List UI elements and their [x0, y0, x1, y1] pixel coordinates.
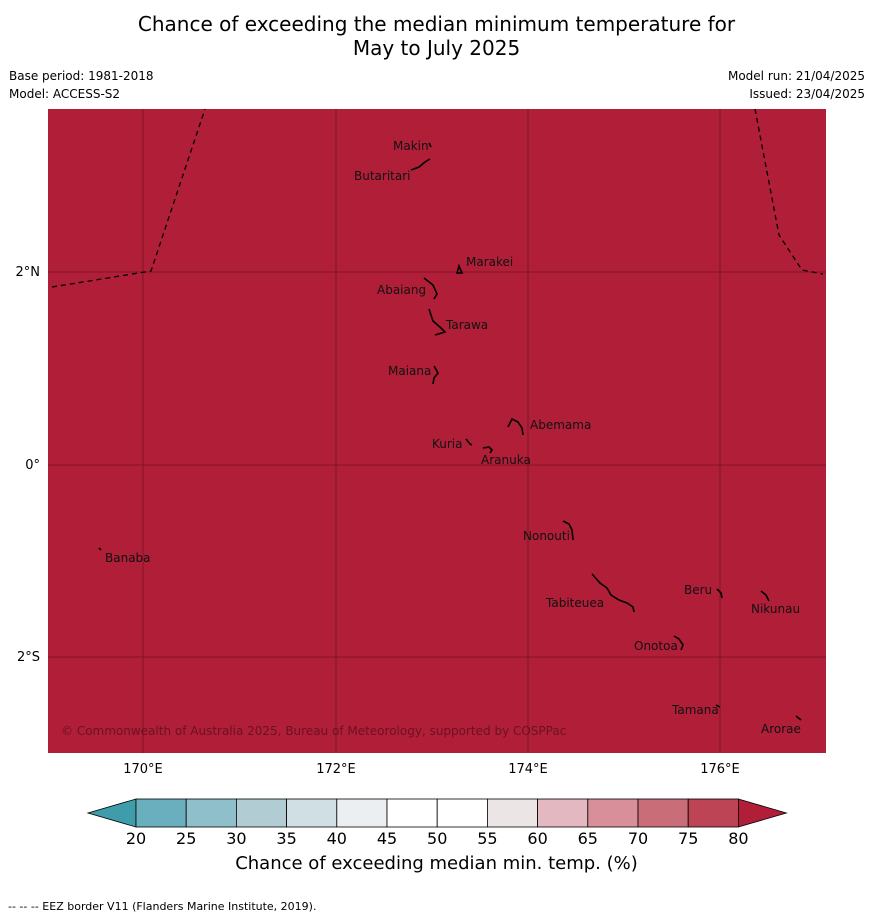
colorbar-tick-label: 45: [377, 829, 397, 848]
island-banaba: [98, 547, 102, 551]
colorbar-tick-label: 25: [176, 829, 196, 848]
graticule: [48, 109, 826, 753]
lat-label-2n: 2°N: [16, 265, 41, 280]
colorbar-bin: [537, 798, 589, 828]
colorbar-extend-high: [738, 798, 788, 828]
island-outlines: [98, 142, 802, 721]
island-abaiang: [423, 277, 438, 300]
label-nikunau: Nikunau: [751, 602, 800, 616]
island-nikunau: [760, 590, 770, 602]
copyright-notice: © Commonwealth of Australia 2025, Bureau…: [61, 724, 566, 738]
colorbar-bin: [436, 798, 488, 828]
island-butaritari: [410, 158, 431, 171]
island-beru: [716, 588, 723, 599]
eez-borders: [51, 108, 824, 288]
label-banaba: Banaba: [105, 551, 151, 565]
label-beru: Beru: [684, 583, 712, 597]
colorbar-bin: [386, 798, 438, 828]
map-probability-field: [48, 109, 826, 753]
colorbar-tick-label: 30: [226, 829, 246, 848]
colorbar-bin: [637, 798, 689, 828]
meta-left: Base period: 1981-2018 Model: ACCESS-S2: [9, 67, 154, 103]
lon-label-172e: 172°E: [316, 762, 356, 777]
colorbar-tick-label: 40: [327, 829, 347, 848]
label-marakei: Marakei: [466, 255, 513, 269]
island-maiana: [432, 365, 439, 385]
model-run: Model run: 21/04/2025: [727, 69, 865, 83]
map-title: Chance of exceeding the median minimum t…: [0, 12, 873, 60]
colorbar-label: Chance of exceeding median min. temp. (%…: [235, 853, 638, 874]
base-period: Base period: 1981-2018: [9, 69, 154, 83]
label-maiana: Maiana: [388, 364, 431, 378]
island-tarawa: [428, 308, 447, 336]
label-onotoa: Onotoa: [634, 639, 678, 653]
island-tabiteuea: [591, 573, 635, 613]
lon-label-174e: 174°E: [508, 762, 548, 777]
lon-label-176e: 176°E: [700, 762, 740, 777]
colorbar-tick-label: 55: [477, 829, 497, 848]
label-tarawa: Tarawa: [445, 318, 488, 332]
colorbar-bin: [135, 798, 187, 828]
colorbar-bin: [235, 798, 287, 828]
meta-right: Model run: 21/04/2025 Issued: 23/04/2025: [728, 67, 865, 103]
eez-footnote: -- -- -- EEZ border V11 (Flanders Marine…: [8, 900, 317, 913]
colorbar-tick-label: 75: [678, 829, 698, 848]
colorbar-tick-label: 50: [427, 829, 447, 848]
colorbar-bin: [486, 798, 538, 828]
colorbar-bin: [185, 798, 237, 828]
title-line-2: May to July 2025: [352, 36, 521, 60]
label-tabiteuea: Tabiteuea: [545, 596, 604, 610]
label-arorae: Arorae: [761, 722, 801, 736]
colorbar-tick-label: 80: [728, 829, 748, 848]
label-tamana: Tamana: [671, 703, 719, 717]
island-abemama: [507, 417, 524, 436]
colorbar-tick-label: 20: [126, 829, 146, 848]
lat-label-0: 0°: [25, 458, 40, 473]
place-labels: Makin Butaritari Marakei Abaiang Tarawa …: [105, 139, 801, 736]
axis-labels: 170°E 172°E 174°E 176°E 2°N 0° 2°S: [16, 265, 740, 777]
colorbar-bin: [336, 798, 388, 828]
title-line-1: Chance of exceeding the median minimum t…: [137, 12, 736, 36]
label-abaiang: Abaiang: [377, 283, 426, 297]
colorbar-tick-label: 35: [276, 829, 296, 848]
island-marakei: [455, 263, 464, 274]
label-makin: Makin: [393, 139, 429, 153]
label-abemama: Abemama: [530, 418, 591, 432]
eez-border-west: [51, 108, 206, 288]
issued-date: Issued: 23/04/2025: [749, 87, 865, 101]
island-aranuka: [482, 446, 494, 454]
island-arorae: [795, 715, 802, 721]
label-kuria: Kuria: [432, 437, 463, 451]
colorbar-bin: [687, 798, 739, 828]
lon-label-170e: 170°E: [123, 762, 163, 777]
colorbar: 20 25 30 35 40 45 50 55 60 65 70 75 80: [86, 798, 788, 848]
lat-label-2s: 2°S: [17, 650, 40, 665]
island-nonouti: [562, 520, 574, 541]
colorbar-bin: [286, 798, 338, 828]
colorbar-tick-label: 65: [578, 829, 598, 848]
model-name: Model: ACCESS-S2: [9, 87, 121, 101]
island-tamana: [715, 704, 721, 708]
island-onotoa: [673, 635, 684, 651]
eez-border-east: [754, 108, 824, 275]
colorbar-tick-label: 70: [628, 829, 648, 848]
colorbar-bin: [587, 798, 639, 828]
island-kuria: [465, 438, 473, 446]
colorbar-tick-label: 60: [527, 829, 547, 848]
colorbar-extend-low: [86, 798, 137, 828]
island-makin: [428, 142, 432, 148]
label-aranuka: Aranuka: [481, 453, 531, 467]
label-butaritari: Butaritari: [354, 169, 411, 183]
label-nonouti: Nonouti: [523, 529, 570, 543]
